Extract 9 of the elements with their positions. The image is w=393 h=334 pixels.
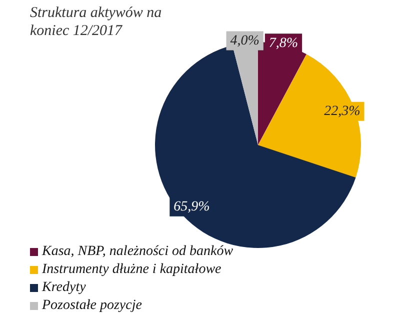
data-label: 4,0% [230, 33, 260, 48]
legend-label: Instrumenty dłużne i kapitałowe [42, 261, 222, 279]
chart-title: Struktura aktywów na koniec 12/2017 [30, 4, 163, 40]
data-label: 65,9% [174, 200, 210, 215]
data-label: 22,3% [324, 104, 360, 120]
legend-label: Pozostałe pozycje [42, 297, 142, 315]
data-label: 7,8% [268, 36, 298, 51]
legend-label: Kredyty [42, 279, 86, 297]
legend-label: Kasa, NBP, należności od banków [42, 243, 234, 261]
